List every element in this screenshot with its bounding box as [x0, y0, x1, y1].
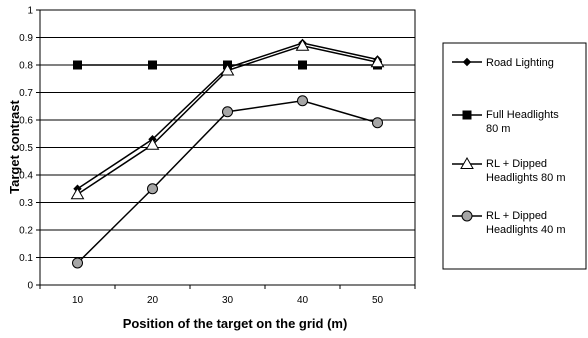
data-point — [72, 188, 84, 199]
data-point — [149, 61, 157, 69]
x-axis-ticks: 10 20 30 40 50 — [40, 285, 415, 306]
legend-label-line: Road Lighting — [486, 57, 554, 69]
y-tick-label: 0.3 — [19, 198, 33, 209]
y-tick-label: 0.9 — [19, 33, 33, 44]
y-axis-ticks: 00.10.20.30.40.50.60.70.80.91 — [19, 6, 40, 292]
legend-label-line: RL + Dipped — [486, 210, 547, 222]
data-point — [223, 107, 233, 117]
data-point — [298, 96, 308, 106]
data-point — [73, 258, 83, 268]
x-tick-label: 30 — [222, 295, 234, 306]
legend-label-line: Headlights 80 m — [486, 172, 566, 184]
data-point — [373, 118, 383, 128]
y-tick-label: 0.1 — [19, 253, 33, 264]
data-point — [299, 61, 307, 69]
legend-marker — [462, 211, 472, 221]
legend-marker — [463, 111, 471, 119]
series-4 — [73, 96, 383, 268]
y-tick-label: 0 — [27, 281, 33, 292]
x-tick-label: 40 — [297, 295, 309, 306]
y-tick-label: 0.8 — [19, 61, 33, 72]
x-tick-label: 50 — [372, 295, 384, 306]
data-point — [74, 61, 82, 69]
legend-label-line: Headlights 40 m — [486, 224, 566, 236]
y-axis-title: Target contrast — [7, 99, 22, 193]
data-point — [148, 184, 158, 194]
x-tick-label: 20 — [147, 295, 159, 306]
legend-label: Road Lighting — [486, 57, 554, 69]
series — [72, 40, 384, 269]
x-tick-label: 10 — [72, 295, 84, 306]
x-axis-title: Position of the target on the grid (m) — [123, 316, 348, 331]
y-tick-label: 1 — [27, 6, 33, 17]
y-tick-label: 0.7 — [19, 88, 33, 99]
series-line — [78, 101, 378, 263]
legend: Road Lighting Full Headlights 80 m RL + Dip… — [443, 43, 586, 269]
legend-label-line: RL + Dipped — [486, 158, 547, 170]
legend-label-line: Full Headlights — [486, 109, 559, 121]
y-tick-label: 0.2 — [19, 226, 33, 237]
legend-label-line: 80 m — [486, 123, 510, 135]
